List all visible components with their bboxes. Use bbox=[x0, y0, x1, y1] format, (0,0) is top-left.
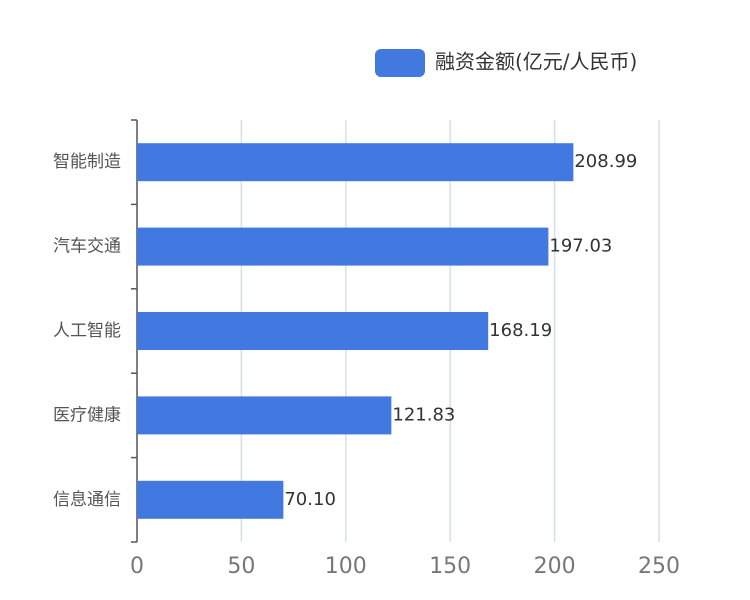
data-label: 168.19 bbox=[489, 320, 552, 341]
x-tick-label: 200 bbox=[534, 554, 576, 579]
data-label: 208.99 bbox=[574, 151, 637, 172]
bar bbox=[137, 480, 284, 519]
y-tick-label: 医疗健康 bbox=[53, 405, 121, 425]
x-tick-label: 250 bbox=[638, 554, 680, 579]
y-tick-label: 智能制造 bbox=[53, 152, 121, 172]
bar bbox=[137, 312, 489, 350]
bar bbox=[137, 227, 549, 266]
x-tick-label: 50 bbox=[227, 554, 255, 579]
legend-swatch bbox=[375, 49, 425, 77]
x-tick-label: 0 bbox=[130, 554, 144, 579]
y-tick-label: 信息通信 bbox=[53, 490, 121, 510]
data-label: 70.10 bbox=[284, 489, 336, 510]
y-tick-label: 人工智能 bbox=[53, 321, 121, 341]
x-tick-label: 100 bbox=[325, 554, 367, 579]
data-label: 121.83 bbox=[392, 404, 455, 425]
y-tick-label: 汽车交通 bbox=[53, 237, 121, 257]
legend-label: 融资金额(亿元/人民币) bbox=[435, 50, 637, 74]
bar bbox=[137, 143, 574, 182]
x-tick-label: 150 bbox=[429, 554, 471, 579]
data-label: 197.03 bbox=[549, 236, 612, 257]
bar bbox=[137, 396, 392, 435]
